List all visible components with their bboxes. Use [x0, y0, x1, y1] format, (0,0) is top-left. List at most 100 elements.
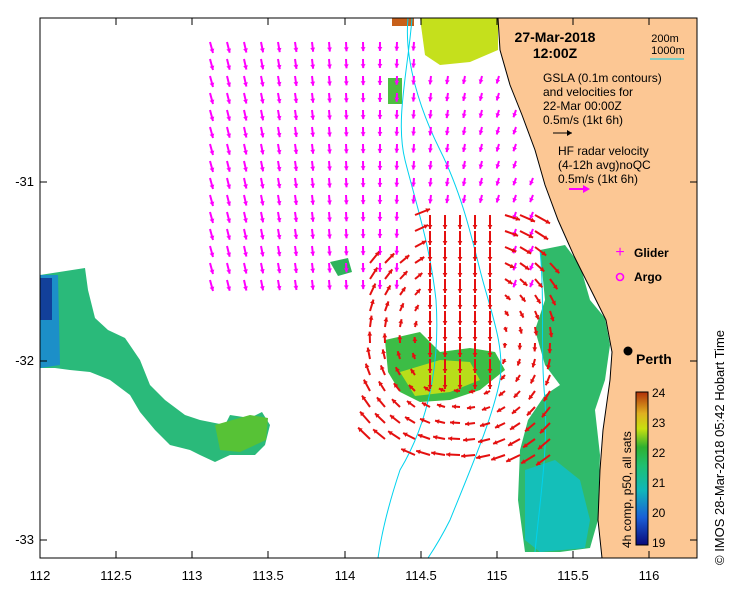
glider-label: Glider [634, 246, 669, 260]
hf-arrow [478, 143, 484, 152]
hf-arrow [226, 41, 232, 54]
hf-arrow [343, 211, 349, 222]
hf-arrow [243, 211, 248, 223]
hf-arrow [209, 279, 215, 292]
gsla-arrow [534, 246, 547, 257]
hf-arrow [444, 160, 450, 170]
hf-arrow [276, 228, 282, 240]
gsla-arrow [517, 342, 523, 350]
hf-arrow [226, 262, 232, 275]
sst-patch-west-warm [215, 415, 268, 452]
hf-arrow [428, 109, 433, 119]
hf-arrow [276, 58, 282, 70]
hf-arrow [310, 194, 316, 205]
hf-arrow [226, 279, 232, 292]
hf-arrow [209, 160, 215, 173]
gsla-arrow [376, 396, 386, 408]
hf-arrow [276, 262, 282, 274]
sst-patch-north-hot [392, 18, 414, 26]
gsla-arrow [414, 304, 420, 312]
gsla-arrow [442, 359, 448, 373]
gsla-arrow [509, 422, 521, 431]
hf-arrow [243, 75, 248, 87]
gsla-arrow [528, 390, 536, 400]
hf-arrow [411, 109, 417, 119]
gsla-arrow [414, 272, 423, 280]
hf-arrow [276, 143, 282, 155]
gsla-arrow [442, 279, 448, 293]
hf-arrow [243, 177, 248, 189]
hf-arrow [226, 228, 232, 241]
hf-arrow [428, 75, 433, 85]
gsla-arrow [457, 359, 463, 373]
hf-arrow [209, 41, 215, 54]
gsla-arrow [409, 368, 416, 376]
hf-arrow [243, 143, 248, 155]
hf-arrow [394, 177, 400, 187]
hf-arrow [512, 109, 518, 118]
gsla-arrow [374, 412, 386, 424]
hf-arrow [259, 58, 265, 70]
hf-arrow [360, 58, 366, 69]
gsla-arrow [534, 230, 549, 241]
hf-arrow [293, 41, 299, 53]
hf-arrow [411, 75, 417, 85]
hf-arrow [259, 194, 265, 206]
gsla-arrow [442, 375, 448, 389]
colorbar [635, 391, 649, 546]
gsla-arrow [526, 406, 536, 417]
hf-arrow [327, 228, 332, 239]
hf-arrow [209, 194, 215, 207]
gsla-arrow [477, 438, 491, 444]
colorbar-tick: 22 [652, 446, 666, 460]
hf-arrow [327, 41, 332, 52]
gsla-arrow [511, 406, 521, 415]
hf-arrow [293, 75, 299, 87]
gsla-arrow [398, 319, 404, 328]
gsla-arrow [457, 327, 463, 341]
hf-arrow [310, 262, 316, 273]
gsla-legend-line1: GSLA (0.1m contours) [543, 71, 662, 85]
hf-arrow [226, 177, 232, 190]
hf-arrow [529, 211, 534, 220]
gsla-arrow [384, 301, 390, 312]
hf-arrow [394, 245, 400, 255]
date-title: 27-Mar-2018 [515, 29, 596, 45]
hf-arrow [394, 211, 400, 221]
hf-arrow [259, 279, 265, 291]
hf-arrow [411, 58, 417, 68]
hf-arrow [394, 262, 400, 272]
hf-arrow [444, 194, 450, 204]
hf-arrow [343, 194, 349, 205]
hf-arrow [226, 211, 232, 224]
hf-arrow [343, 228, 349, 239]
hf-arrow [461, 75, 467, 85]
gsla-arrow [490, 454, 506, 461]
gsla-arrow [520, 454, 536, 465]
gsla-arrow [457, 375, 463, 389]
gsla-arrow [518, 326, 523, 334]
gsla-arrow [421, 401, 431, 408]
gsla-arrow [472, 247, 478, 261]
hf-arrow [377, 160, 383, 170]
sst-patch-west-coldest [40, 278, 52, 320]
hf-arrow [327, 58, 332, 69]
gsla-arrow [502, 342, 508, 348]
hf-arrow [276, 92, 282, 104]
gsla-arrow [427, 295, 433, 309]
hf-arrow [327, 126, 332, 137]
gsla-arrow [382, 333, 388, 344]
gsla-arrow [457, 247, 463, 261]
hf-arrow [327, 211, 332, 222]
gsla-arrow [548, 326, 554, 338]
gsla-arrow [457, 215, 463, 229]
gsla-arrow [394, 366, 401, 376]
hf-arrow [377, 75, 383, 85]
gsla-arrow [369, 283, 377, 296]
gsla-arrow [481, 406, 491, 411]
copyright-label: © IMOS 28-Mar-2018 05:42 Hobart Time [712, 329, 727, 565]
hf-arrow [243, 109, 248, 121]
gsla-arrow [391, 398, 401, 408]
hf-arrow [259, 262, 265, 274]
gsla-arrow [448, 436, 461, 441]
